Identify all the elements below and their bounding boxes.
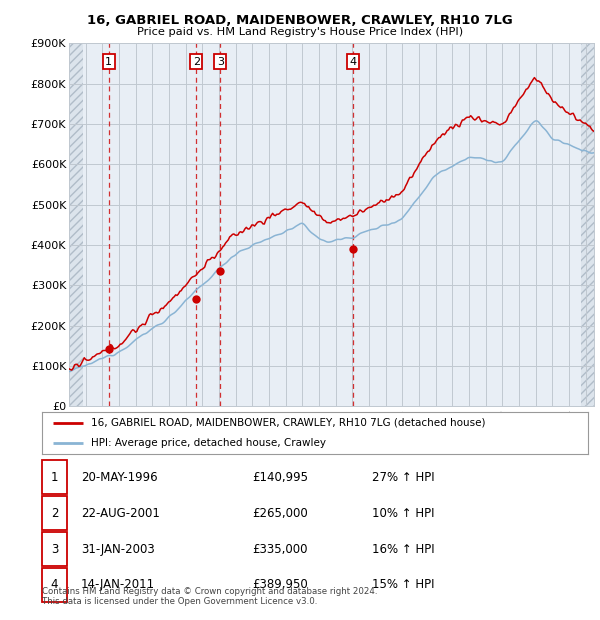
Text: 27% ↑ HPI: 27% ↑ HPI: [372, 471, 434, 484]
Text: £265,000: £265,000: [252, 507, 308, 520]
Text: 22-AUG-2001: 22-AUG-2001: [81, 507, 160, 520]
Text: £335,000: £335,000: [252, 542, 308, 556]
Text: 16% ↑ HPI: 16% ↑ HPI: [372, 542, 434, 556]
Text: 4: 4: [349, 56, 356, 66]
Text: Contains HM Land Registry data © Crown copyright and database right 2024.
This d: Contains HM Land Registry data © Crown c…: [42, 587, 377, 606]
Text: HPI: Average price, detached house, Crawley: HPI: Average price, detached house, Craw…: [91, 438, 326, 448]
Text: 31-JAN-2003: 31-JAN-2003: [81, 542, 155, 556]
Text: 3: 3: [51, 542, 58, 556]
Text: 1: 1: [51, 471, 58, 484]
Polygon shape: [581, 43, 594, 406]
Text: 15% ↑ HPI: 15% ↑ HPI: [372, 578, 434, 591]
Text: 2: 2: [51, 507, 58, 520]
Text: £389,950: £389,950: [252, 578, 308, 591]
Text: Price paid vs. HM Land Registry's House Price Index (HPI): Price paid vs. HM Land Registry's House …: [137, 27, 463, 37]
Text: 16, GABRIEL ROAD, MAIDENBOWER, CRAWLEY, RH10 7LG (detached house): 16, GABRIEL ROAD, MAIDENBOWER, CRAWLEY, …: [91, 418, 485, 428]
Polygon shape: [69, 43, 83, 406]
Text: 20-MAY-1996: 20-MAY-1996: [81, 471, 158, 484]
Text: 14-JAN-2011: 14-JAN-2011: [81, 578, 155, 591]
Text: 4: 4: [51, 578, 58, 591]
Text: 2: 2: [193, 56, 200, 66]
Text: 10% ↑ HPI: 10% ↑ HPI: [372, 507, 434, 520]
Text: 1: 1: [105, 56, 112, 66]
Text: 3: 3: [217, 56, 224, 66]
Text: £140,995: £140,995: [252, 471, 308, 484]
Text: 16, GABRIEL ROAD, MAIDENBOWER, CRAWLEY, RH10 7LG: 16, GABRIEL ROAD, MAIDENBOWER, CRAWLEY, …: [87, 14, 513, 27]
